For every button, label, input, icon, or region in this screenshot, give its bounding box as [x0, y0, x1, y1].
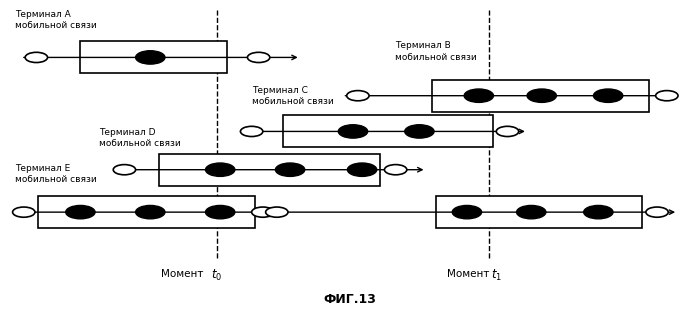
Circle shape	[593, 89, 623, 102]
Text: Момент: Момент	[447, 269, 490, 279]
Circle shape	[206, 163, 235, 176]
Bar	[283, 115, 493, 147]
Circle shape	[452, 205, 482, 219]
Circle shape	[347, 91, 369, 101]
Text: Терминал А
мобильной связи: Терминал А мобильной связи	[15, 10, 97, 30]
Text: Терминал В
мобильной связи: Терминал В мобильной связи	[395, 41, 477, 62]
Bar	[436, 196, 642, 228]
Circle shape	[405, 125, 434, 138]
Circle shape	[113, 165, 136, 175]
Circle shape	[13, 207, 35, 217]
Circle shape	[656, 91, 678, 101]
Text: Момент: Момент	[161, 269, 206, 279]
Circle shape	[240, 126, 263, 137]
Text: ФИГ.13: ФИГ.13	[323, 293, 376, 306]
Circle shape	[384, 165, 407, 175]
Circle shape	[136, 51, 165, 64]
Circle shape	[247, 52, 270, 63]
Circle shape	[464, 89, 493, 102]
Circle shape	[252, 207, 274, 217]
Circle shape	[527, 89, 556, 102]
Text: Терминал D
мобильной связи: Терминал D мобильной связи	[99, 128, 181, 148]
Bar	[159, 154, 380, 186]
Text: Терминал С
мобильной связи: Терминал С мобильной связи	[252, 86, 333, 106]
Text: Терминал Е
мобильной связи: Терминал Е мобильной связи	[15, 164, 97, 184]
Circle shape	[266, 207, 288, 217]
Circle shape	[646, 207, 668, 217]
Circle shape	[517, 205, 546, 219]
Circle shape	[25, 52, 48, 63]
Circle shape	[66, 205, 95, 219]
Text: $t_0$: $t_0$	[211, 268, 222, 284]
Bar	[38, 196, 255, 228]
Bar	[80, 41, 227, 73]
Text: $t_1$: $t_1$	[491, 268, 503, 284]
Circle shape	[275, 163, 305, 176]
Circle shape	[136, 205, 165, 219]
Bar	[432, 80, 649, 112]
Circle shape	[338, 125, 368, 138]
Circle shape	[206, 205, 235, 219]
Circle shape	[347, 163, 377, 176]
Circle shape	[496, 126, 519, 137]
Circle shape	[584, 205, 613, 219]
